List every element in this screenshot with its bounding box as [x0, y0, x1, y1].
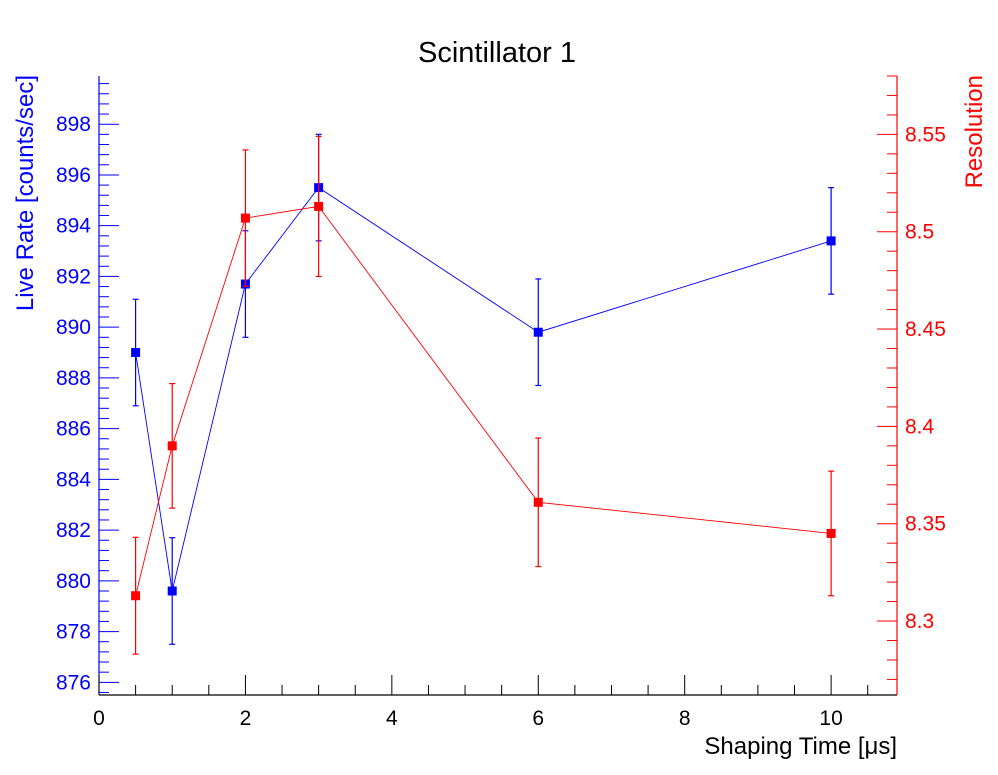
- y-left-tick-label: 876: [56, 671, 91, 694]
- x-tick-label: 6: [532, 707, 544, 730]
- data-point: [167, 586, 177, 596]
- x-axis-label: Shaping Time [μs]: [704, 733, 897, 760]
- y-left-tick-label: 898: [56, 113, 91, 136]
- data-point: [533, 327, 543, 337]
- y-left-tick-label: 880: [56, 570, 91, 593]
- data-point: [314, 201, 324, 211]
- x-tick-label: 10: [819, 707, 842, 730]
- data-point: [240, 213, 250, 223]
- y-left-tick-label: 892: [56, 265, 91, 288]
- chart-title: Scintillator 1: [418, 37, 576, 69]
- y-left-tick-label: 884: [56, 468, 91, 491]
- axes: 0 2 4 6 8 10 876 878 880 882 884 886 888 890 892 894 896…: [56, 75, 946, 730]
- series-layer: [131, 133, 836, 655]
- y-right-tick-label: 8.3: [905, 610, 934, 633]
- data-point: [533, 497, 543, 507]
- series-line-right: [135, 205, 832, 596]
- x-tick-label: 2: [240, 707, 252, 730]
- x-tick-label: 4: [386, 707, 398, 730]
- y-axis-left-label: Live Rate [counts/sec]: [12, 75, 39, 311]
- y-right-tick-label: 8.35: [905, 513, 946, 536]
- y-right-tick-label: 8.5: [905, 221, 934, 244]
- y-left-tick-label: 882: [56, 519, 91, 542]
- y-left-tick-label: 878: [56, 621, 91, 644]
- y-right-tick-label: 8.45: [905, 318, 946, 341]
- x-tick-label: 0: [93, 707, 105, 730]
- y-right-tick-label: 8.4: [905, 415, 935, 438]
- series-right: [131, 135, 836, 655]
- y-axis-right-label: Resolution: [961, 75, 988, 188]
- x-tick-label: 8: [679, 707, 691, 730]
- data-point: [826, 528, 836, 538]
- data-point: [167, 441, 177, 451]
- y-left-tick-label: 888: [56, 367, 91, 390]
- y-left-tick-label: 896: [56, 164, 91, 187]
- y-left-tick-label: 894: [56, 215, 91, 238]
- data-point: [826, 236, 836, 246]
- data-point: [131, 348, 141, 358]
- y-left-tick-label: 890: [56, 316, 91, 339]
- data-point: [131, 591, 141, 601]
- series-line-left: [135, 186, 832, 592]
- y-left-tick-label: 886: [56, 418, 91, 441]
- y-right-tick-label: 8.55: [905, 123, 946, 146]
- series-left: [131, 133, 836, 645]
